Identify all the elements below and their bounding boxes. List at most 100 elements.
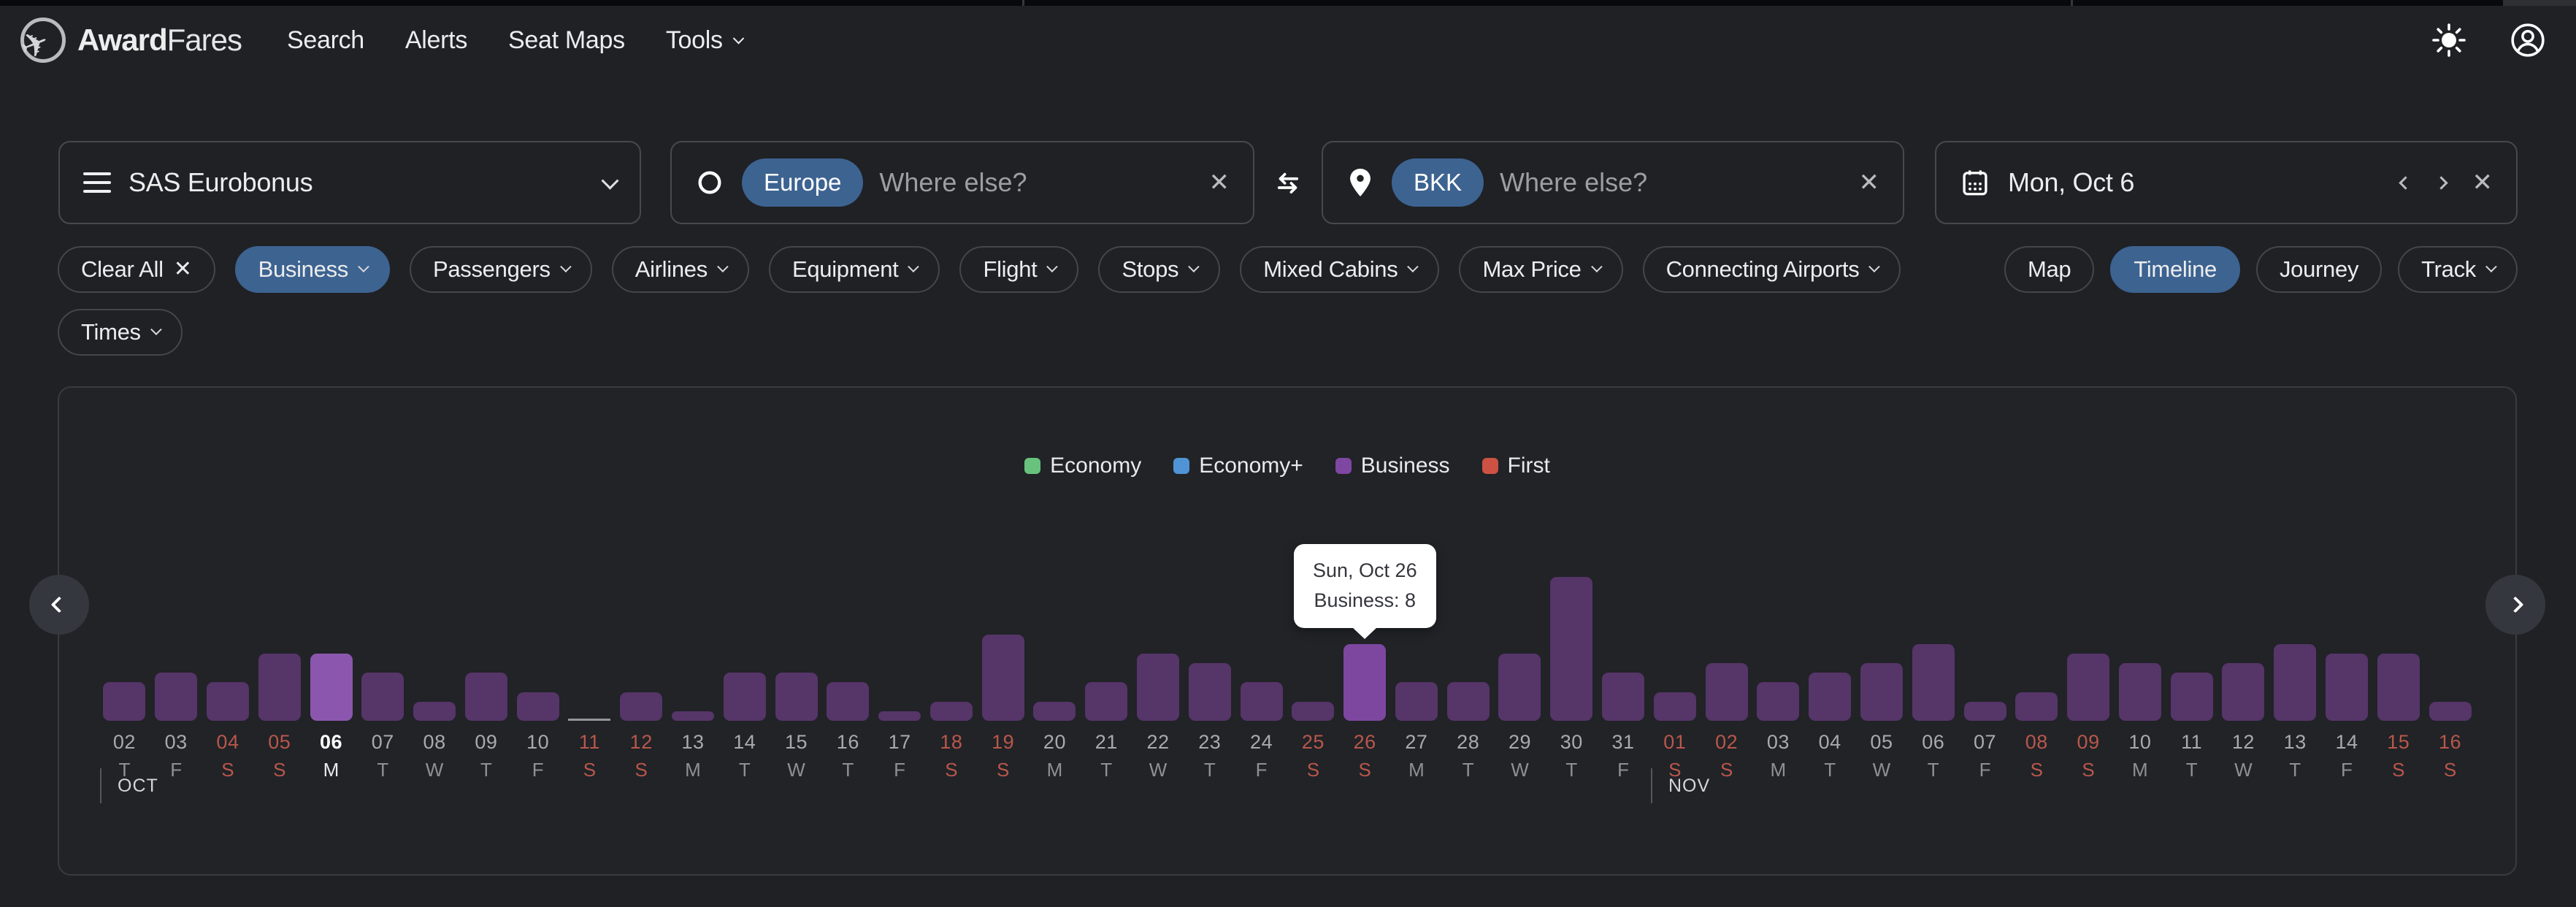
chart-day-oct-18[interactable]: 18 S [926,575,978,781]
bar[interactable] [1809,673,1852,721]
chart-day-oct-24[interactable]: 24 F [1235,575,1287,781]
chart-day-oct-09[interactable]: 09 T [460,575,512,781]
bar[interactable] [2377,654,2420,721]
bar[interactable] [310,654,353,721]
chart-day-nov-10[interactable]: 10 M [2114,575,2166,781]
bar[interactable] [1860,663,1903,721]
bar[interactable] [103,682,146,721]
destination-tag[interactable]: BKK [1392,158,1484,207]
previous-day-button[interactable] [2398,175,2412,190]
date-clear-button[interactable]: ✕ [2472,169,2493,196]
chart-scroll-right-button[interactable] [2485,575,2545,635]
chart-day-nov-07[interactable]: 07 F [1959,575,2011,781]
chart-day-oct-21[interactable]: 21 T [1081,575,1132,781]
chart-day-nov-08[interactable]: 08 S [2011,575,2063,781]
legend-item-economy-plus[interactable]: Economy+ [1173,454,1303,478]
chart-day-oct-10[interactable]: 10 F [512,575,564,781]
bar[interactable] [1963,702,2006,721]
bar[interactable] [1395,682,1438,721]
chart-day-oct-14[interactable]: 14 T [718,575,770,781]
bar[interactable] [723,673,766,721]
bar[interactable] [1705,663,1748,721]
legend-item-business[interactable]: Business [1335,454,1450,478]
nav-link-seat-maps[interactable]: Seat Maps [508,26,625,54]
chart-day-oct-28[interactable]: 28 T [1442,575,1494,781]
bar[interactable] [2429,702,2472,721]
bar[interactable] [1085,682,1128,721]
bar[interactable] [671,711,714,721]
chart-day-nov-06[interactable]: 06 T [1907,575,1959,781]
bar[interactable] [258,654,301,721]
filter-chip-stops[interactable]: Stops [1098,246,1221,293]
bar[interactable] [1137,654,1180,721]
chart-day-oct-03[interactable]: 03 F [150,575,202,781]
chart-day-oct-05[interactable]: 05 S [253,575,305,781]
view-button-timeline[interactable]: Timeline [2110,246,2240,293]
bar[interactable] [2325,654,2368,721]
bar[interactable] [1343,644,1387,721]
bar[interactable] [1240,682,1283,721]
bar[interactable] [2170,673,2213,721]
filter-chip-flight[interactable]: Flight [959,246,1079,293]
bar[interactable] [155,673,198,721]
chart-day-oct-06[interactable]: 06 M [305,575,357,781]
chart-day-nov-13[interactable]: 13 T [2269,575,2321,781]
date-picker[interactable]: Mon, Oct 6 ✕ [1935,141,2518,224]
account-button[interactable] [2509,21,2547,59]
view-button-track[interactable]: Track [2398,246,2518,293]
bar[interactable] [878,711,921,721]
filter-chip-times[interactable]: Times [58,309,183,356]
legend-item-economy[interactable]: Economy [1024,454,1141,478]
bar[interactable] [1292,702,1335,721]
bar[interactable] [1653,692,1696,721]
chart-day-oct-16[interactable]: 16 T [822,575,874,781]
origin-input[interactable]: Europe Where else? ✕ [670,141,1254,224]
chart-day-oct-17[interactable]: 17 F [874,575,926,781]
chart-day-nov-15[interactable]: 15 S [2372,575,2424,781]
nav-link-search[interactable]: Search [286,26,364,54]
bar[interactable] [775,673,818,721]
view-button-journey[interactable]: Journey [2255,246,2383,293]
bar[interactable] [413,702,456,721]
bar[interactable] [361,673,405,721]
chart-day-nov-03[interactable]: 03 M [1752,575,1804,781]
chart-day-oct-31[interactable]: 31 F [1598,575,1649,781]
chart-day-oct-13[interactable]: 13 M [667,575,719,781]
bar[interactable] [981,635,1024,721]
bar[interactable] [2067,654,2110,721]
chart-day-nov-04[interactable]: 04 T [1804,575,1856,781]
swap-origin-destination-button[interactable] [1273,167,1303,198]
bar[interactable] [2274,644,2317,721]
bar[interactable] [1188,663,1231,721]
bar[interactable] [2118,663,2161,721]
filter-chip-equipment[interactable]: Equipment [768,246,940,293]
chart-day-oct-27[interactable]: 27 M [1391,575,1443,781]
chart-day-oct-12[interactable]: 12 S [616,575,667,781]
theme-toggle-button[interactable] [2430,21,2468,59]
bar[interactable] [1912,644,1955,721]
chart-day-nov-11[interactable]: 11 T [2166,575,2217,781]
destination-clear-button[interactable]: ✕ [1858,169,1880,196]
bar[interactable] [929,702,973,721]
chart-day-oct-08[interactable]: 08 W [409,575,461,781]
chart-day-nov-02[interactable]: 02 S [1701,575,1752,781]
nav-link-alerts[interactable]: Alerts [405,26,468,54]
bar[interactable] [1550,577,1593,721]
chart-day-oct-02[interactable]: 02 T [99,575,150,781]
chart-day-oct-20[interactable]: 20 M [1029,575,1081,781]
destination-input[interactable]: BKK Where else? ✕ [1322,141,1904,224]
bar[interactable] [2222,663,2265,721]
bar-zero[interactable] [568,719,611,721]
chart-day-nov-01[interactable]: 01 S [1649,575,1701,781]
chart-scroll-left-button[interactable] [29,575,89,635]
chart-day-oct-15[interactable]: 15 W [770,575,822,781]
bar[interactable] [1757,682,1800,721]
filter-chip-business[interactable]: Business [234,246,390,293]
next-day-button[interactable] [2434,175,2448,190]
legend-item-first[interactable]: First [1481,454,1550,478]
bar[interactable] [464,673,507,721]
chart-day-oct-29[interactable]: 29 W [1494,575,1546,781]
chart-day-nov-16[interactable]: 16 S [2424,575,2476,781]
chart-day-oct-23[interactable]: 23 T [1184,575,1235,781]
chart-day-oct-19[interactable]: 19 S [977,575,1029,781]
